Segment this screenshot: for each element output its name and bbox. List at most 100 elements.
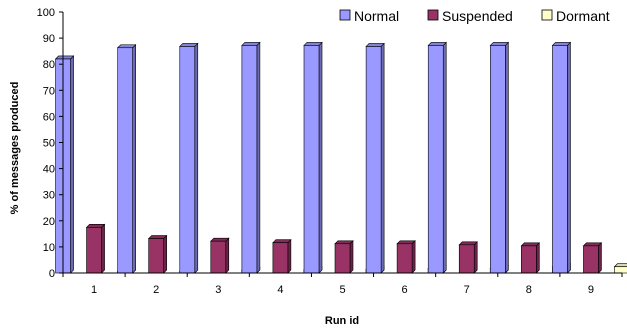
bar-top bbox=[147, 235, 168, 239]
bar-front bbox=[365, 46, 382, 274]
x-tick-label: 2 bbox=[153, 284, 159, 296]
bar-suspended-run-9 bbox=[582, 242, 603, 274]
bar-top bbox=[210, 237, 230, 242]
x-tick-label: 4 bbox=[277, 284, 283, 296]
bar-front bbox=[117, 47, 133, 274]
bar-top bbox=[582, 242, 603, 247]
bar-suspended-run-7 bbox=[458, 241, 478, 274]
bar-top bbox=[551, 42, 572, 46]
bar-side bbox=[380, 42, 385, 274]
bar-top bbox=[427, 42, 447, 46]
bar-side bbox=[163, 234, 167, 274]
x-tick-label: 7 bbox=[464, 284, 470, 296]
bar-top bbox=[116, 44, 137, 49]
y-tick-label: 80 bbox=[43, 59, 55, 71]
y-axis-title: % of messages produced bbox=[9, 82, 21, 215]
x-tick-label: 5 bbox=[339, 284, 345, 296]
x-tick-label: 1 bbox=[91, 284, 97, 296]
legend: Normal Suspended Dormant bbox=[330, 5, 617, 27]
bar-normal-run-2 bbox=[116, 44, 137, 274]
bar-side bbox=[473, 241, 478, 274]
bar-suspended-run-4 bbox=[272, 238, 292, 274]
x-axis-title: Run id bbox=[325, 315, 359, 327]
bar-front bbox=[521, 245, 537, 274]
bar-normal-run-3 bbox=[179, 42, 199, 274]
y-axis-ticks: 0 10 20 30 40 50 60 70 80 90 100 bbox=[37, 7, 63, 280]
bar-side bbox=[287, 238, 292, 274]
bar-front bbox=[396, 243, 413, 274]
bar-normal-run-5 bbox=[303, 41, 323, 274]
bar-suspended-run-6 bbox=[396, 240, 416, 274]
bar-front bbox=[334, 243, 351, 274]
bar-normal-run-9 bbox=[551, 41, 572, 274]
bar-suspended-run-8 bbox=[520, 242, 541, 274]
y-tick-label: 40 bbox=[43, 164, 55, 176]
bar-side bbox=[194, 42, 199, 274]
bar-front bbox=[241, 45, 258, 274]
bar-side bbox=[318, 41, 323, 274]
bar-side bbox=[225, 237, 230, 274]
bar-suspended-run-5 bbox=[334, 240, 354, 274]
x-axis-ticks: 1 2 3 4 5 6 7 8 9 bbox=[62, 273, 623, 296]
bar-dormant-run-9 bbox=[613, 263, 627, 274]
bar-side bbox=[411, 240, 416, 274]
legend-swatch-dormant bbox=[541, 9, 553, 21]
bar-top bbox=[458, 241, 478, 246]
legend-swatch-normal bbox=[339, 9, 351, 21]
x-tick-label: 8 bbox=[526, 284, 532, 296]
bar-suspended-run-3 bbox=[210, 237, 230, 274]
bar-top bbox=[613, 263, 627, 268]
bar-front bbox=[583, 245, 599, 274]
x-tick-label: 9 bbox=[588, 284, 594, 296]
x-tick-label: 3 bbox=[215, 284, 221, 296]
legend-label-normal: Normal bbox=[354, 8, 399, 24]
bar-normal-run-6 bbox=[365, 42, 385, 274]
bar-normal-run-1 bbox=[54, 55, 75, 274]
bar-top bbox=[334, 240, 354, 245]
bar-top bbox=[489, 42, 510, 46]
bar-side bbox=[349, 240, 354, 274]
bar-suspended-run-2 bbox=[147, 234, 168, 274]
bar-front bbox=[303, 45, 320, 274]
legend-label-dormant: Dormant bbox=[556, 8, 610, 24]
bar-top bbox=[396, 240, 416, 245]
legend-swatch-suspended bbox=[427, 9, 439, 21]
bar-side bbox=[442, 41, 447, 274]
bar-front bbox=[272, 242, 289, 274]
bar-top bbox=[520, 242, 541, 247]
bar-top bbox=[179, 43, 199, 47]
bar-top bbox=[365, 43, 385, 47]
bar-side bbox=[256, 41, 261, 274]
bar-normal-run-4 bbox=[241, 41, 261, 274]
bar-front bbox=[458, 244, 475, 274]
bar-front bbox=[86, 227, 102, 274]
y-tick-label: 90 bbox=[43, 33, 55, 45]
bar-front bbox=[614, 266, 627, 274]
bar-side bbox=[536, 242, 540, 274]
y-tick-label: 70 bbox=[43, 85, 55, 97]
bar-side bbox=[598, 242, 602, 274]
bars-layer bbox=[54, 41, 627, 274]
bar-side bbox=[132, 44, 136, 274]
y-tick-label: 20 bbox=[43, 216, 55, 228]
y-tick-label: 0 bbox=[49, 268, 55, 280]
bar-front bbox=[490, 45, 506, 274]
legend-label-suspended: Suspended bbox=[442, 8, 513, 24]
y-tick-label: 10 bbox=[43, 242, 55, 254]
y-tick-label: 50 bbox=[43, 138, 55, 150]
bar-front bbox=[427, 45, 444, 274]
bar-side bbox=[101, 223, 105, 274]
bar-normal-run-7 bbox=[427, 41, 447, 274]
bar-suspended-run-1 bbox=[85, 223, 106, 274]
y-tick-label: 30 bbox=[43, 190, 55, 202]
bar-top bbox=[303, 42, 323, 46]
bar-front bbox=[210, 240, 227, 274]
bar-top bbox=[54, 55, 75, 60]
x-tick-label: 6 bbox=[402, 284, 408, 296]
bar-front bbox=[148, 238, 164, 274]
bar-front bbox=[552, 45, 568, 274]
bar-front bbox=[179, 46, 196, 274]
bar-side bbox=[70, 55, 74, 274]
bar-side bbox=[567, 41, 571, 274]
